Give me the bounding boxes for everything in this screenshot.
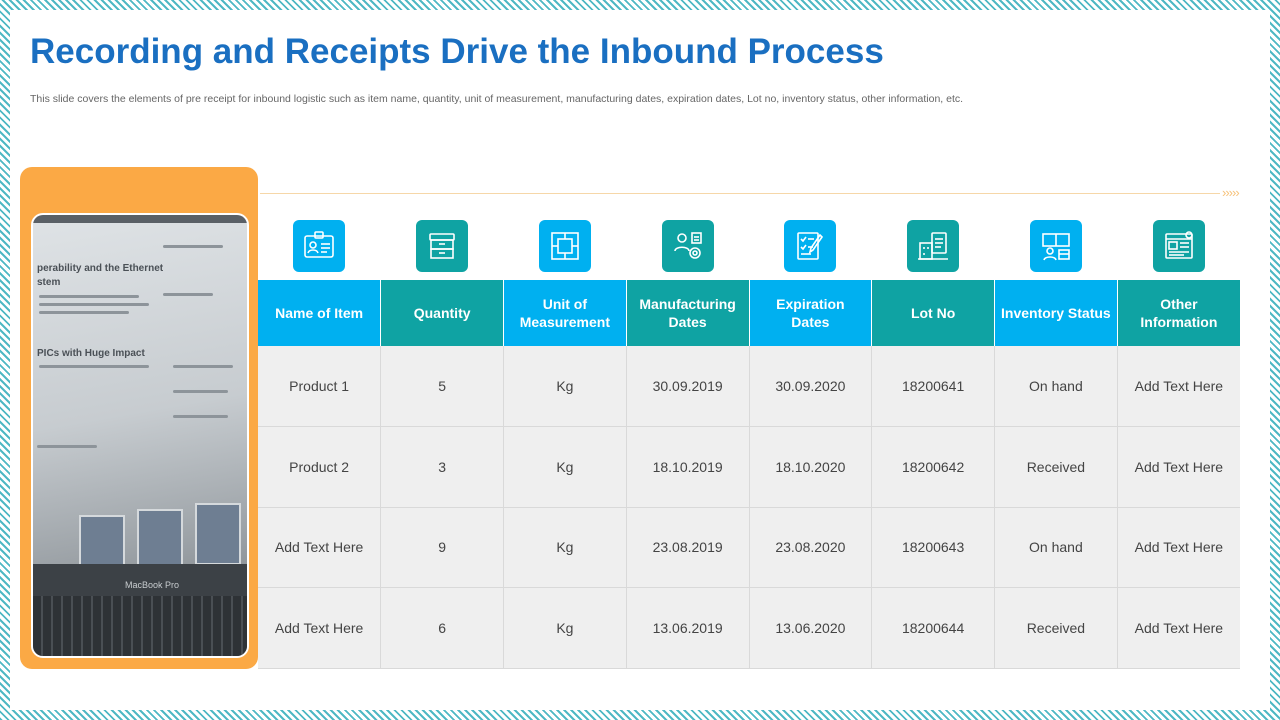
icon-cell bbox=[749, 220, 872, 272]
column-header: Quantity bbox=[380, 280, 504, 346]
manufacturing-icon bbox=[661, 220, 714, 272]
photo-tile bbox=[137, 509, 183, 571]
photo-text-line bbox=[173, 390, 228, 393]
table-cell: 18.10.2019 bbox=[626, 426, 750, 508]
page-title: Recording and Receipts Drive the Inbound… bbox=[30, 32, 884, 71]
table-cell: Kg bbox=[503, 587, 627, 669]
column-header: Name of Item bbox=[258, 280, 382, 346]
table-row: Add Text Here 6 Kg 13.06.2019 13.06.2020 1820… bbox=[258, 587, 1240, 669]
clipboard-building-icon bbox=[907, 220, 960, 272]
table-cell: 18200644 bbox=[871, 587, 995, 669]
table-cell: 13.06.2020 bbox=[749, 587, 873, 669]
table-cell: Product 1 bbox=[258, 346, 382, 427]
table-cell: Kg bbox=[503, 507, 627, 588]
table-cell: 6 bbox=[380, 587, 504, 669]
icon-cell bbox=[504, 220, 627, 272]
laptop-brand: MacBook Pro bbox=[125, 580, 180, 590]
photo-text-line bbox=[39, 365, 149, 368]
column-header: Expiration Dates bbox=[749, 280, 873, 346]
photo-text-line bbox=[39, 303, 149, 306]
table-cell: 13.06.2019 bbox=[626, 587, 750, 669]
table-row: Product 2 3 Kg 18.10.2019 18.10.2020 18200642… bbox=[258, 426, 1240, 508]
column-icons bbox=[258, 220, 1240, 272]
table-cell: On hand bbox=[994, 346, 1118, 427]
laptop-keyboard bbox=[33, 596, 247, 656]
table-cell: Add Text Here bbox=[1117, 346, 1240, 427]
table-cell: Add Text Here bbox=[258, 587, 382, 669]
column-header: Manufacturing Dates bbox=[626, 280, 750, 346]
photo-text-line bbox=[163, 293, 213, 296]
photo-text-line bbox=[37, 445, 97, 448]
icon-cell bbox=[626, 220, 749, 272]
photo-text-line bbox=[39, 295, 139, 298]
photo-heading: perability and the Ethernet bbox=[37, 263, 164, 274]
table-body: Product 1 5 Kg 30.09.2019 30.09.2020 18200641… bbox=[258, 346, 1240, 669]
table-cell: Add Text Here bbox=[1117, 587, 1240, 669]
table-header-row: Name of Item Quantity Unit of Measuremen… bbox=[258, 280, 1240, 346]
table-cell: Add Text Here bbox=[1117, 507, 1240, 588]
divider-line bbox=[260, 193, 1220, 194]
column-header: Unit of Measurement bbox=[503, 280, 627, 346]
column-header: Other Information bbox=[1117, 280, 1240, 346]
icon-cell bbox=[995, 220, 1118, 272]
column-header: Inventory Status bbox=[994, 280, 1118, 346]
icon-cell bbox=[872, 220, 995, 272]
table-cell: Received bbox=[994, 587, 1118, 669]
table-row: Add Text Here 9 Kg 23.08.2019 23.08.2020 1820… bbox=[258, 507, 1240, 588]
checklist-icon bbox=[784, 220, 837, 272]
photo-text-line bbox=[163, 245, 223, 248]
slide: Recording and Receipts Drive the Inbound… bbox=[10, 10, 1270, 710]
chevrons-icon: ››››› bbox=[1222, 185, 1240, 200]
table-cell: 5 bbox=[380, 346, 504, 427]
table-cell: 18200643 bbox=[871, 507, 995, 588]
table-cell: 3 bbox=[380, 426, 504, 508]
storage-box-icon bbox=[416, 220, 469, 272]
icon-cell bbox=[1117, 220, 1240, 272]
icon-cell bbox=[381, 220, 504, 272]
table-cell: Add Text Here bbox=[1117, 426, 1240, 508]
laptop-bezel bbox=[33, 564, 247, 596]
photo-tile bbox=[195, 503, 241, 565]
table-cell: 18.10.2020 bbox=[749, 426, 873, 508]
table-cell: Add Text Here bbox=[258, 507, 382, 588]
table-cell: Product 2 bbox=[258, 426, 382, 508]
photo-heading: PICs with Huge Impact bbox=[37, 348, 145, 359]
photo-text-line bbox=[39, 311, 129, 314]
table-cell: Kg bbox=[503, 426, 627, 508]
table-cell: On hand bbox=[994, 507, 1118, 588]
table-row: Product 1 5 Kg 30.09.2019 30.09.2020 18200641… bbox=[258, 346, 1240, 427]
table-cell: Kg bbox=[503, 346, 627, 427]
table-cell: 30.09.2020 bbox=[749, 346, 873, 427]
id-card-icon bbox=[293, 220, 346, 272]
table-cell: Received bbox=[994, 426, 1118, 508]
inbound-table: Name of Item Quantity Unit of Measuremen… bbox=[258, 280, 1240, 669]
info-card-icon bbox=[1152, 220, 1205, 272]
photo-text-line bbox=[173, 365, 233, 368]
inventory-icon bbox=[1029, 220, 1082, 272]
column-header: Lot No bbox=[871, 280, 995, 346]
icon-cell bbox=[258, 220, 381, 272]
photo-heading: stem bbox=[37, 277, 61, 288]
table-cell: 23.08.2019 bbox=[626, 507, 750, 588]
table-cell: 30.09.2019 bbox=[626, 346, 750, 427]
table-cell: 18200641 bbox=[871, 346, 995, 427]
photo-text-line bbox=[173, 415, 228, 418]
page-subtitle: This slide covers the elements of pre re… bbox=[30, 93, 964, 105]
table-cell: 9 bbox=[380, 507, 504, 588]
table-cell: 18200642 bbox=[871, 426, 995, 508]
screen-top-bar bbox=[33, 215, 247, 223]
laptop-photo: perability and the Ethernet stem PICs wi… bbox=[31, 213, 249, 658]
table-cell: 23.08.2020 bbox=[749, 507, 873, 588]
measurement-icon bbox=[538, 220, 591, 272]
